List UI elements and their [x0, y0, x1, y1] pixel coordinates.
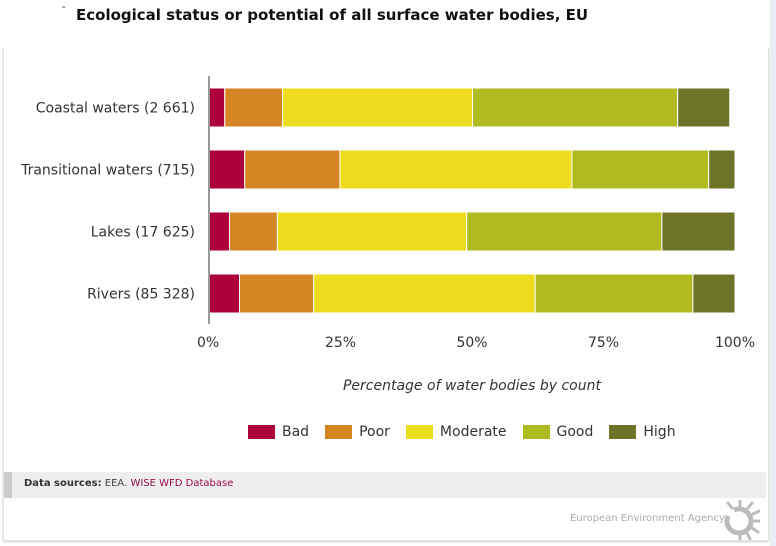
x-tick-label: 100%: [715, 335, 755, 351]
bar-segment-poor[interactable]: [239, 273, 315, 314]
x-axis-label: Percentage of water bodies by count: [342, 378, 601, 394]
bar-segment-good[interactable]: [472, 87, 679, 128]
category-label: Coastal waters (2 661): [36, 101, 195, 117]
category-label: Transitional waters (715): [20, 163, 195, 179]
category-label: Rivers (85 328): [87, 287, 195, 303]
bar-segment-moderate[interactable]: [313, 273, 536, 314]
legend-label: Bad: [282, 424, 310, 440]
bar-segment-poor[interactable]: [224, 87, 284, 128]
data-sources-label: Data sources:: [24, 478, 102, 489]
legend-swatch: [405, 425, 433, 439]
bar-segment-bad[interactable]: [208, 149, 246, 190]
legend-label: Good: [556, 424, 594, 440]
bar-segment-high[interactable]: [661, 211, 736, 252]
category-label: Lakes (17 625): [91, 225, 195, 241]
bar-segment-good[interactable]: [534, 273, 694, 314]
bar-segment-high[interactable]: [692, 273, 736, 314]
eea-name: European Environment Agency: [570, 513, 725, 524]
bar-segment-high[interactable]: [677, 87, 731, 128]
legend-swatch: [248, 425, 275, 439]
bar-segment-bad[interactable]: [208, 211, 231, 252]
chart-title: Ecological status or potential of all su…: [76, 6, 589, 24]
legend-label: Moderate: [439, 424, 507, 440]
data-sources: Data sources: EEA. WISE WFD Database: [4, 472, 766, 498]
bar-segment-good[interactable]: [466, 211, 663, 252]
data-sources-org: EEA.: [104, 478, 128, 489]
legend-swatch: [522, 425, 550, 439]
chart-plot: Coastal waters (2 661) Transitional water…: [20, 76, 755, 351]
scrollbar[interactable]: [770, 0, 776, 546]
legend-item-poor[interactable]: Poor: [325, 424, 390, 440]
legend-swatch: [609, 425, 637, 439]
bar-segment-bad[interactable]: [208, 87, 226, 128]
bar-segment-high[interactable]: [708, 149, 736, 190]
legend: Bad Poor Moderate Good High: [248, 424, 692, 440]
x-tick-label: 75%: [588, 335, 619, 351]
bar-segment-poor[interactable]: [244, 149, 341, 190]
legend-item-moderate[interactable]: Moderate: [405, 424, 507, 440]
x-tick-label: 50%: [456, 335, 487, 351]
bar-segment-good[interactable]: [571, 149, 710, 190]
bar-segment-bad[interactable]: [208, 273, 241, 314]
legend-label: Poor: [359, 424, 390, 440]
title-marker: -: [62, 2, 66, 13]
legend-swatch: [325, 425, 353, 439]
bar-segment-moderate[interactable]: [339, 149, 573, 190]
chart-card: [3, 48, 769, 541]
bar-segment-moderate[interactable]: [282, 87, 474, 128]
legend-item-bad[interactable]: Bad: [248, 424, 309, 440]
bar-segment-poor[interactable]: [229, 211, 278, 252]
legend-label: High: [643, 424, 676, 440]
eea-logo-icon: [724, 500, 760, 540]
x-tick-label: 0%: [197, 335, 219, 351]
x-tick-label: 25%: [325, 335, 356, 351]
bar-segment-moderate[interactable]: [276, 211, 468, 252]
legend-item-high[interactable]: High: [609, 424, 676, 440]
wise-wfd-database-link[interactable]: WISE WFD Database: [130, 478, 234, 489]
legend-item-good[interactable]: Good: [522, 424, 594, 440]
